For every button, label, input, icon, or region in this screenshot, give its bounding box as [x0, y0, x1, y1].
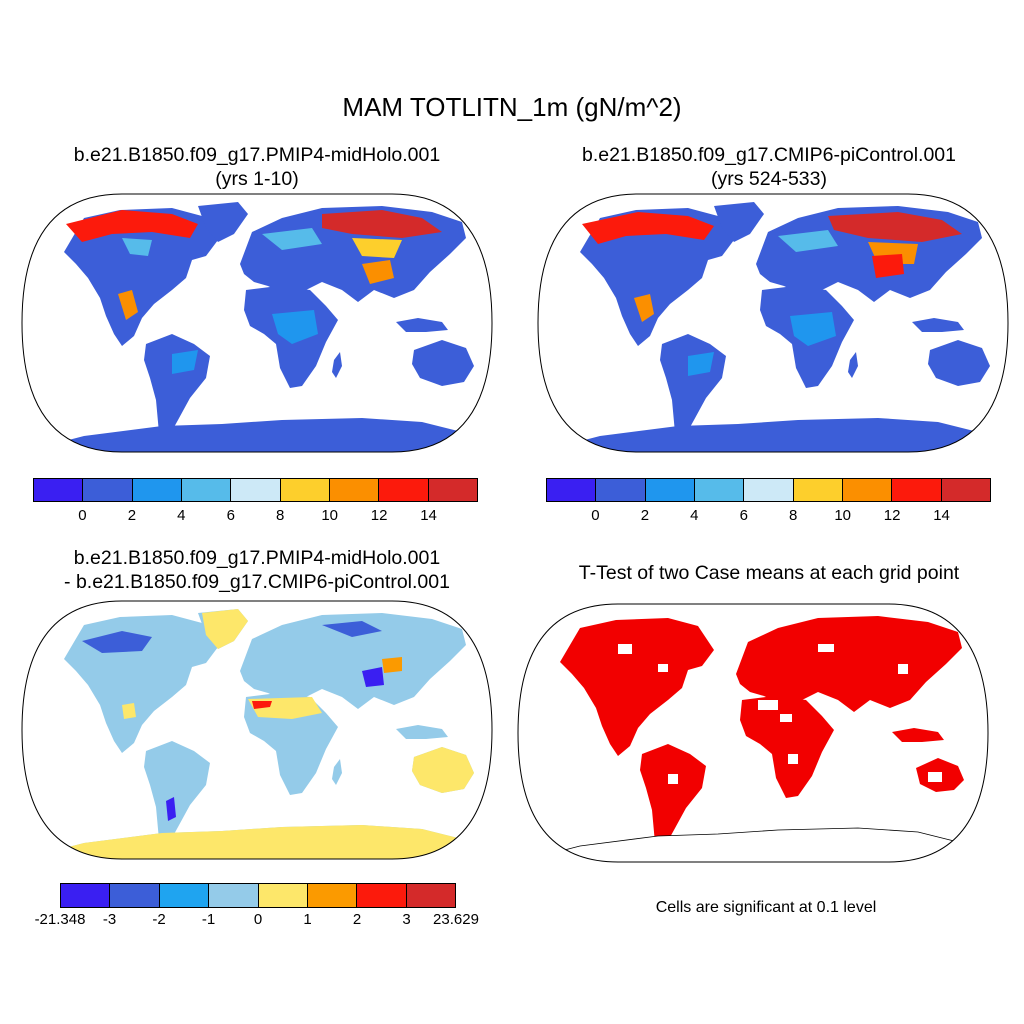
colorbar-swatch	[645, 479, 695, 501]
colorbar-tick-label: 4	[690, 507, 699, 524]
colorbar-swatch	[181, 479, 232, 501]
panel-3-title-line2: - b.e21.B1850.f09_g17.CMIP6-piControl.00…	[64, 571, 450, 593]
panel-2-title: b.e21.B1850.f09_g17.CMIP6-piControl.001 …	[514, 143, 1024, 191]
colorbar-tick-label: 3	[402, 911, 411, 928]
colorbar-swatch	[892, 479, 942, 501]
sig-africa	[740, 696, 834, 798]
colorbar-swatch	[694, 479, 745, 501]
colorbar-tick-label: -3	[102, 911, 117, 928]
colorbar-swatch	[941, 479, 990, 501]
colorbar-tick-label: 0	[78, 507, 87, 524]
colorbar-tick-label: 8	[789, 507, 798, 524]
colorbar-swatch	[280, 479, 330, 501]
colorbar-tick-label: 6	[226, 507, 235, 524]
colorbar-panel-1	[33, 478, 478, 502]
colorbar-swatch	[34, 479, 84, 501]
colorbar-tick-label: 12	[883, 507, 901, 524]
sig-south-america	[640, 744, 706, 854]
colorbar-swatch	[842, 479, 893, 501]
colorbar-panel-2	[546, 478, 991, 502]
colorbar-tick-label: 2	[640, 507, 650, 524]
colorbar-tick-label: 10	[321, 507, 338, 524]
colorbar-tick-label: 6	[739, 507, 748, 524]
significance-note: Cells are significant at 0.1 level	[655, 899, 877, 916]
colorbar-panel-3	[60, 883, 456, 908]
panel-4-title: T-Test of two Case means at each grid po…	[514, 561, 1024, 585]
sig-eurasia	[736, 616, 962, 712]
map-panel-2	[537, 193, 1009, 453]
colorbar-swatch	[379, 479, 429, 501]
map-panel-1	[21, 193, 493, 453]
colorbar-tick-label: 2	[352, 911, 362, 928]
colorbar-swatch	[258, 884, 308, 907]
colorbar-tick-label: 4	[177, 507, 186, 524]
colorbar-swatch	[110, 884, 160, 907]
colorbar-swatch	[307, 884, 358, 907]
colorbar-swatch	[132, 479, 182, 501]
colorbar-tick-label: 2	[127, 507, 137, 524]
panel-1-title: b.e21.B1850.f09_g17.PMIP4-midHolo.001 (y…	[0, 143, 514, 191]
colorbar-swatch	[231, 479, 281, 501]
panel-2-title-line1: b.e21.B1850.f09_g17.CMIP6-piControl.001	[581, 144, 956, 166]
colorbar-swatch	[83, 479, 133, 501]
map-panel-3	[21, 600, 493, 860]
colorbar-tick-label: 23.629	[433, 911, 479, 928]
colorbar-tick-label: 14	[420, 507, 437, 524]
colorbar-swatch	[596, 479, 646, 501]
panel-3-title: b.e21.B1850.f09_g17.PMIP4-midHolo.001 - …	[0, 546, 514, 594]
colorbar-tick-label: 14	[933, 507, 950, 524]
sig-indonesia	[892, 728, 944, 742]
figure-title: MAM TOTLITN_1m (gN/m^2)	[342, 92, 682, 122]
colorbar-swatch	[428, 479, 477, 501]
colorbar-swatch	[209, 884, 259, 907]
panel-1-title-line1: b.e21.B1850.f09_g17.PMIP4-midHolo.001	[73, 144, 441, 166]
colorbar-swatch	[61, 884, 111, 907]
colorbar-tick-label: 10	[834, 507, 851, 524]
colorbar-tick-label: -2	[152, 911, 166, 928]
colorbar-tick-label: -1	[201, 911, 216, 928]
colorbar-swatch	[159, 884, 210, 907]
colorbar-swatch	[329, 479, 380, 501]
colorbar-tick-label: 12	[370, 507, 388, 524]
panel-1-title-line2: (yrs 1-10)	[215, 168, 299, 190]
colorbar-tick-label: -21.348	[34, 911, 86, 928]
panel-2-title-line2: (yrs 524-533)	[711, 168, 827, 190]
colorbar-swatch	[357, 884, 407, 907]
colorbar-tick-label: 0	[253, 911, 263, 928]
panel-4-title-line1: T-Test of two Case means at each grid po…	[578, 562, 960, 584]
colorbar-swatch	[547, 479, 597, 501]
colorbar-swatch	[793, 479, 843, 501]
colorbar-tick-label: 1	[303, 911, 312, 928]
map-panel-4	[517, 603, 989, 863]
panel-3-title-line1: b.e21.B1850.f09_g17.PMIP4-midHolo.001	[73, 547, 441, 569]
colorbar-swatch	[406, 884, 455, 907]
colorbar-swatch	[744, 479, 794, 501]
colorbar-tick-label: 8	[276, 507, 285, 524]
colorbar-tick-label: 0	[591, 507, 600, 524]
sig-north-america	[560, 618, 714, 756]
